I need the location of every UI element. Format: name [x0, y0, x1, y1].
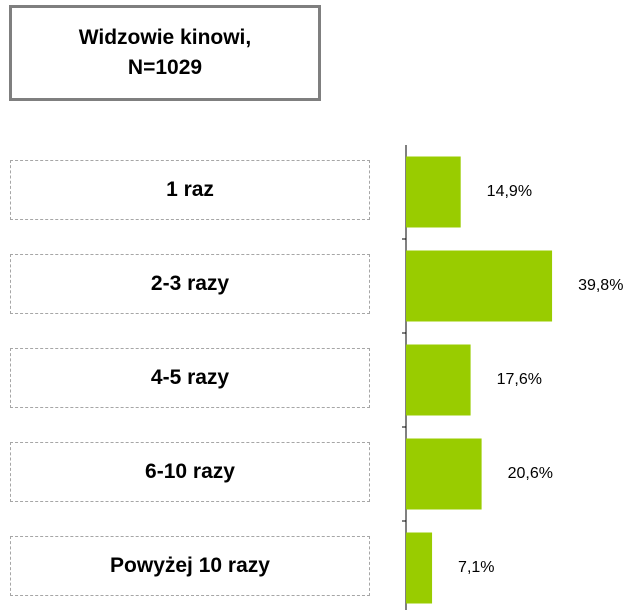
category-label: 4-5 razy [10, 348, 370, 408]
value-label: 17,6% [497, 371, 542, 388]
bar [406, 344, 471, 416]
category-label: 6-10 razy [10, 442, 370, 502]
value-label: 20,6% [508, 465, 553, 482]
value-label: 39,8% [578, 277, 623, 294]
value-label: 7,1% [458, 559, 494, 576]
chart-title: Widzowie kinowi, N=1029 [9, 5, 321, 101]
bar [406, 438, 482, 510]
bar [406, 250, 553, 322]
value-label: 14,9% [487, 183, 532, 200]
bar [406, 532, 433, 604]
category-label: 2-3 razy [10, 254, 370, 314]
category-label: Powyżej 10 razy [10, 536, 370, 596]
category-label: 1 raz [10, 160, 370, 220]
bar [406, 156, 461, 228]
